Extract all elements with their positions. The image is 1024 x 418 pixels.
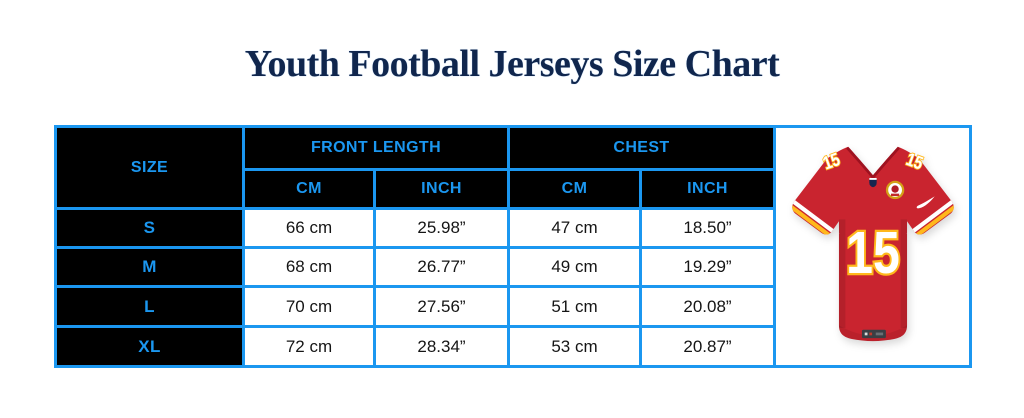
cell-m-front-cm: 68 cm: [245, 249, 373, 285]
subheader-chest-cm: CM: [510, 171, 639, 207]
cell-m-front-inch: 26.77”: [376, 249, 507, 285]
cell-l-front-cm: 70 cm: [245, 288, 373, 325]
jersey-body: [791, 146, 954, 341]
size-label-s: S: [57, 210, 242, 246]
column-group-front-length: FRONT LENGTH: [245, 128, 507, 168]
cell-s-front-inch: 25.98”: [376, 210, 507, 246]
jersey-product-image: 15 15 15: [776, 128, 969, 365]
size-label-l: L: [57, 288, 242, 325]
size-label-xl: XL: [57, 328, 242, 365]
page-title: Youth Football Jerseys Size Chart: [244, 43, 780, 85]
jersey-number: 15: [846, 220, 900, 286]
size-chart-table: SIZE FRONT LENGTH CHEST CM INCH CM INCH …: [54, 125, 972, 368]
column-header-size: SIZE: [57, 128, 242, 207]
column-group-chest: CHEST: [510, 128, 773, 168]
cell-s-front-cm: 66 cm: [245, 210, 373, 246]
cell-xl-chest-inch: 20.87”: [642, 328, 773, 365]
cell-l-chest-inch: 20.08”: [642, 288, 773, 325]
back-collar: [852, 146, 893, 151]
football-jersey-icon: 15 15 15: [791, 146, 954, 341]
subheader-chest-inch: INCH: [642, 171, 773, 207]
cell-l-chest-cm: 51 cm: [510, 288, 639, 325]
jock-tag: [861, 329, 886, 338]
cell-xl-front-cm: 72 cm: [245, 328, 373, 365]
cell-l-front-inch: 27.56”: [376, 288, 507, 325]
cell-m-chest-cm: 49 cm: [510, 249, 639, 285]
size-label-m: M: [57, 249, 242, 285]
cell-xl-chest-cm: 53 cm: [510, 328, 639, 365]
chiefs-patch-icon: [885, 180, 904, 199]
nfl-shield-icon: [868, 177, 877, 187]
cell-m-chest-inch: 19.29”: [642, 249, 773, 285]
cell-xl-front-inch: 28.34”: [376, 328, 507, 365]
cell-s-chest-cm: 47 cm: [510, 210, 639, 246]
subheader-front-cm: CM: [245, 171, 373, 207]
v-neck-trim: [845, 146, 900, 180]
subheader-front-inch: INCH: [376, 171, 507, 207]
cell-s-chest-inch: 18.50”: [642, 210, 773, 246]
nike-swoosh-icon: [916, 195, 935, 208]
